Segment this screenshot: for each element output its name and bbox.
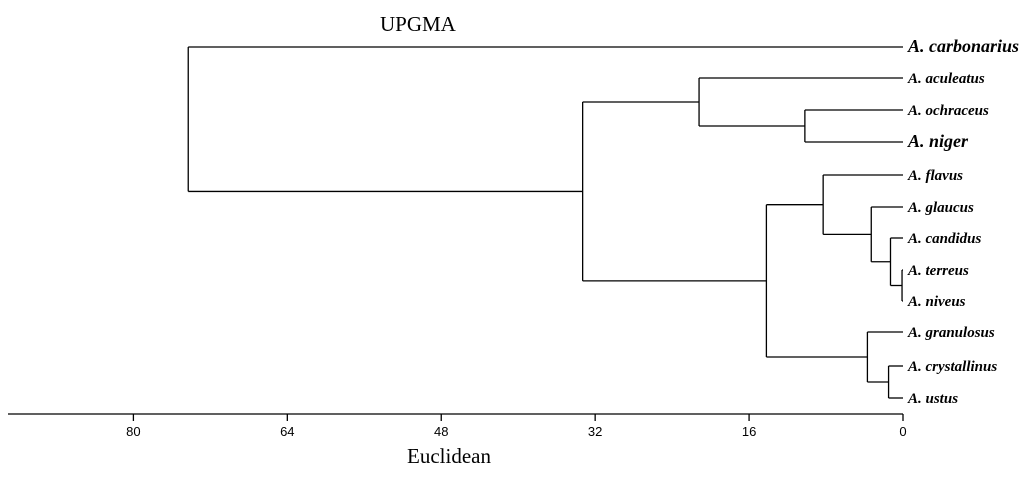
x-tick-label: 80 — [126, 424, 140, 439]
leaf-label: A. ustus — [907, 391, 958, 407]
leaf-label: A. carbonarius — [907, 36, 1019, 56]
leaf-label: A. flavus — [907, 168, 963, 184]
x-tick-label: 32 — [588, 424, 602, 439]
x-tick-label: 0 — [899, 424, 906, 439]
leaf-label: A. terreus — [907, 263, 969, 279]
x-tick-label: 48 — [434, 424, 448, 439]
leaf-label: A. niger — [907, 131, 969, 151]
leaf-label: A. granulosus — [907, 325, 995, 341]
x-tick-label: 64 — [280, 424, 294, 439]
leaf-label: A. ochraceus — [907, 103, 989, 119]
x-axis-label: Euclidean — [407, 444, 491, 468]
leaf-label: A. crystallinus — [907, 359, 997, 375]
leaf-label: A. glaucus — [907, 200, 974, 216]
leaf-label: A. candidus — [907, 231, 982, 247]
x-tick-label: 16 — [742, 424, 756, 439]
chart-title: UPGMA — [380, 12, 456, 36]
leaf-label: A. aculeatus — [907, 71, 985, 87]
leaf-label: A. niveus — [907, 294, 966, 310]
